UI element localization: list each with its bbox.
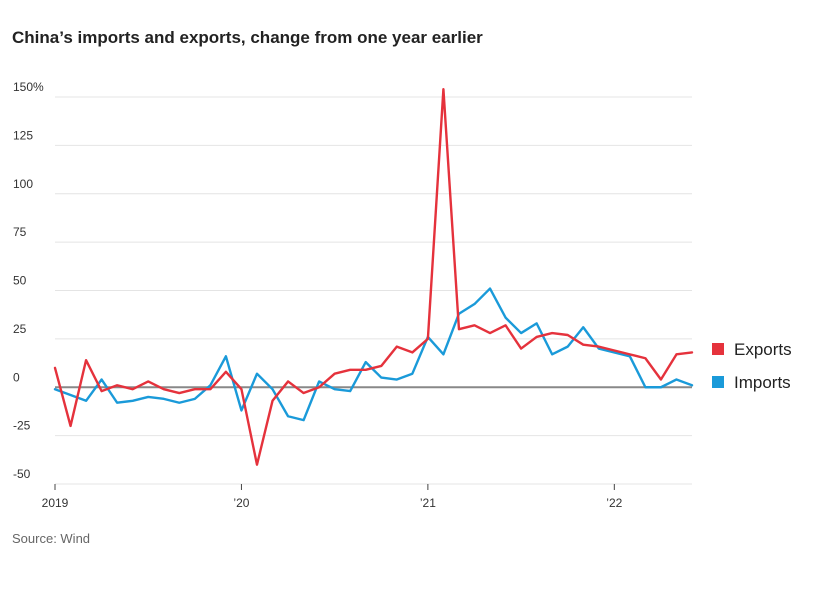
series-line-exports	[53, 88, 694, 466]
y-tick-label: 0	[13, 370, 20, 384]
y-tick-label: -50	[13, 467, 31, 481]
y-tick-label: 100	[13, 177, 33, 191]
x-axis-ticks: 2019 ’20 ’21 ’22	[42, 484, 623, 510]
y-tick-label: 25	[13, 322, 27, 336]
legend-label-imports: Imports	[734, 373, 791, 392]
y-tick-label: 50	[13, 274, 27, 288]
y-tick-label: 150%	[13, 80, 44, 94]
chart-title: China’s imports and exports, change from…	[12, 28, 483, 47]
y-tick-label: 125	[13, 128, 33, 142]
legend-swatch-exports	[712, 343, 724, 355]
grid-layer	[55, 96, 692, 485]
x-tick-label: ’20	[233, 496, 249, 510]
legend-swatch-imports	[712, 376, 724, 388]
y-axis-ticks: 150% 125 100 75 50 25 0 -25 -50	[13, 80, 44, 481]
legend-label-exports: Exports	[734, 340, 792, 359]
legend: Exports Imports	[712, 340, 792, 392]
series-layer	[53, 88, 694, 466]
series-line-imports	[53, 287, 694, 422]
x-tick-label: ’21	[420, 496, 436, 510]
x-tick-label: 2019	[42, 496, 69, 510]
x-tick-label: ’22	[606, 496, 622, 510]
source-note: Source: Wind	[12, 531, 91, 546]
y-tick-label: 75	[13, 225, 27, 239]
y-tick-label: -25	[13, 419, 31, 433]
